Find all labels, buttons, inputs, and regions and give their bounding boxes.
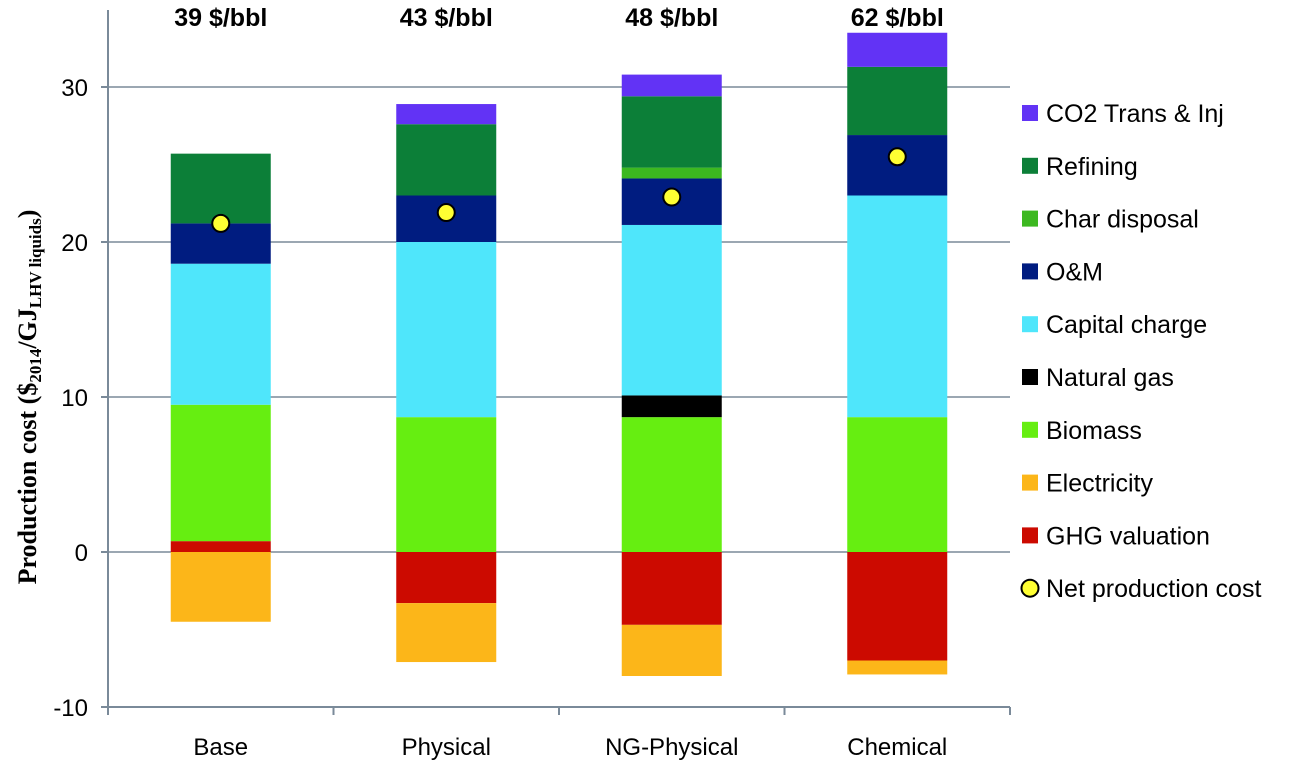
axes bbox=[101, 10, 1011, 715]
x-category-label: NG-Physical bbox=[605, 734, 738, 761]
legend-swatch bbox=[1022, 369, 1038, 385]
x-category-label: Base bbox=[193, 734, 248, 761]
legend-label: Net production cost bbox=[1046, 575, 1261, 603]
bar-segment bbox=[621, 624, 722, 676]
bar-segment bbox=[396, 603, 497, 663]
bar-segment bbox=[621, 417, 722, 552]
y-tick-label: 30 bbox=[61, 75, 88, 102]
legend-label: Char disposal bbox=[1046, 206, 1199, 234]
legend-swatch bbox=[1022, 210, 1038, 227]
bar-segment bbox=[621, 552, 722, 625]
bar-segment bbox=[847, 195, 948, 418]
legend-swatch bbox=[1022, 527, 1038, 544]
net-cost-point bbox=[662, 187, 682, 207]
bar-top-label: 43 $/bbl bbox=[400, 4, 493, 32]
bar-segment bbox=[847, 66, 948, 136]
bar-segment bbox=[847, 660, 948, 675]
legend-swatch bbox=[1022, 421, 1038, 438]
x-category-label: Physical bbox=[402, 734, 491, 761]
legend-swatch bbox=[1022, 157, 1038, 174]
net-cost-point bbox=[436, 203, 456, 223]
legend: CO2 Trans & Inj Refining Char disposal O&M C… bbox=[1020, 100, 1261, 603]
bar-segment bbox=[621, 96, 722, 168]
y-axis-label-part: Production cost ($ bbox=[13, 383, 42, 585]
net-cost-point bbox=[887, 147, 907, 167]
legend-swatch bbox=[1022, 316, 1038, 333]
bars bbox=[170, 32, 948, 676]
legend-label: Electricity bbox=[1046, 470, 1153, 498]
legend-label: Biomass bbox=[1046, 417, 1142, 445]
y-tick-label: -10 bbox=[53, 695, 88, 722]
legend-marker bbox=[1020, 578, 1040, 598]
y-axis-label: Production cost ($2014/GJLHV liquids) bbox=[13, 210, 45, 585]
bar-segment bbox=[170, 552, 271, 622]
bar-top-label: 62 $/bbl bbox=[851, 4, 944, 32]
bar-segment bbox=[621, 395, 722, 418]
bar-segment bbox=[396, 124, 497, 196]
legend-swatch bbox=[1022, 263, 1038, 280]
bar-segment bbox=[170, 404, 271, 542]
bar-segment bbox=[847, 552, 948, 661]
net-cost-point bbox=[211, 213, 231, 233]
y-axis-label-part: ) bbox=[13, 210, 42, 219]
bar-segment bbox=[847, 32, 948, 67]
y-tick-label: 0 bbox=[75, 540, 88, 567]
legend-label: Natural gas bbox=[1046, 364, 1174, 392]
y-tick-label: 20 bbox=[61, 230, 88, 257]
legend-label: GHG valuation bbox=[1046, 522, 1210, 550]
bar-segment bbox=[396, 417, 497, 552]
bar-segment bbox=[621, 74, 722, 97]
legend-label: CO2 Trans & Inj bbox=[1046, 100, 1224, 128]
y-tick-label: 10 bbox=[61, 385, 88, 412]
labels: -10 0 10 20 30 Base 39 $/bbl Physical 43 $/bbl NG… bbox=[53, 4, 947, 761]
bar-segment bbox=[396, 104, 497, 125]
bar-segment bbox=[396, 552, 497, 604]
net-cost-markers bbox=[211, 147, 907, 233]
y-axis-label-subscript: LHV liquids bbox=[26, 218, 45, 308]
bar-segment bbox=[621, 167, 722, 179]
bar-segment bbox=[621, 224, 722, 396]
bar-segment bbox=[170, 263, 271, 405]
legend-label: O&M bbox=[1046, 258, 1103, 286]
bar-segment bbox=[847, 417, 948, 552]
legend-label: Refining bbox=[1046, 153, 1138, 181]
bar-segment bbox=[396, 242, 497, 418]
bar-top-label: 39 $/bbl bbox=[174, 4, 267, 32]
legend-label: Capital charge bbox=[1046, 311, 1207, 339]
bar-segment bbox=[170, 153, 271, 224]
x-category-label: Chemical bbox=[847, 734, 947, 761]
legend-swatch bbox=[1022, 105, 1038, 121]
bar-segment bbox=[170, 541, 271, 552]
legend-swatch bbox=[1022, 474, 1038, 491]
y-axis-label-subscript: 2014 bbox=[26, 348, 45, 383]
y-axis-label-part: /GJ bbox=[13, 308, 42, 349]
bar-top-label: 48 $/bbl bbox=[625, 4, 718, 32]
